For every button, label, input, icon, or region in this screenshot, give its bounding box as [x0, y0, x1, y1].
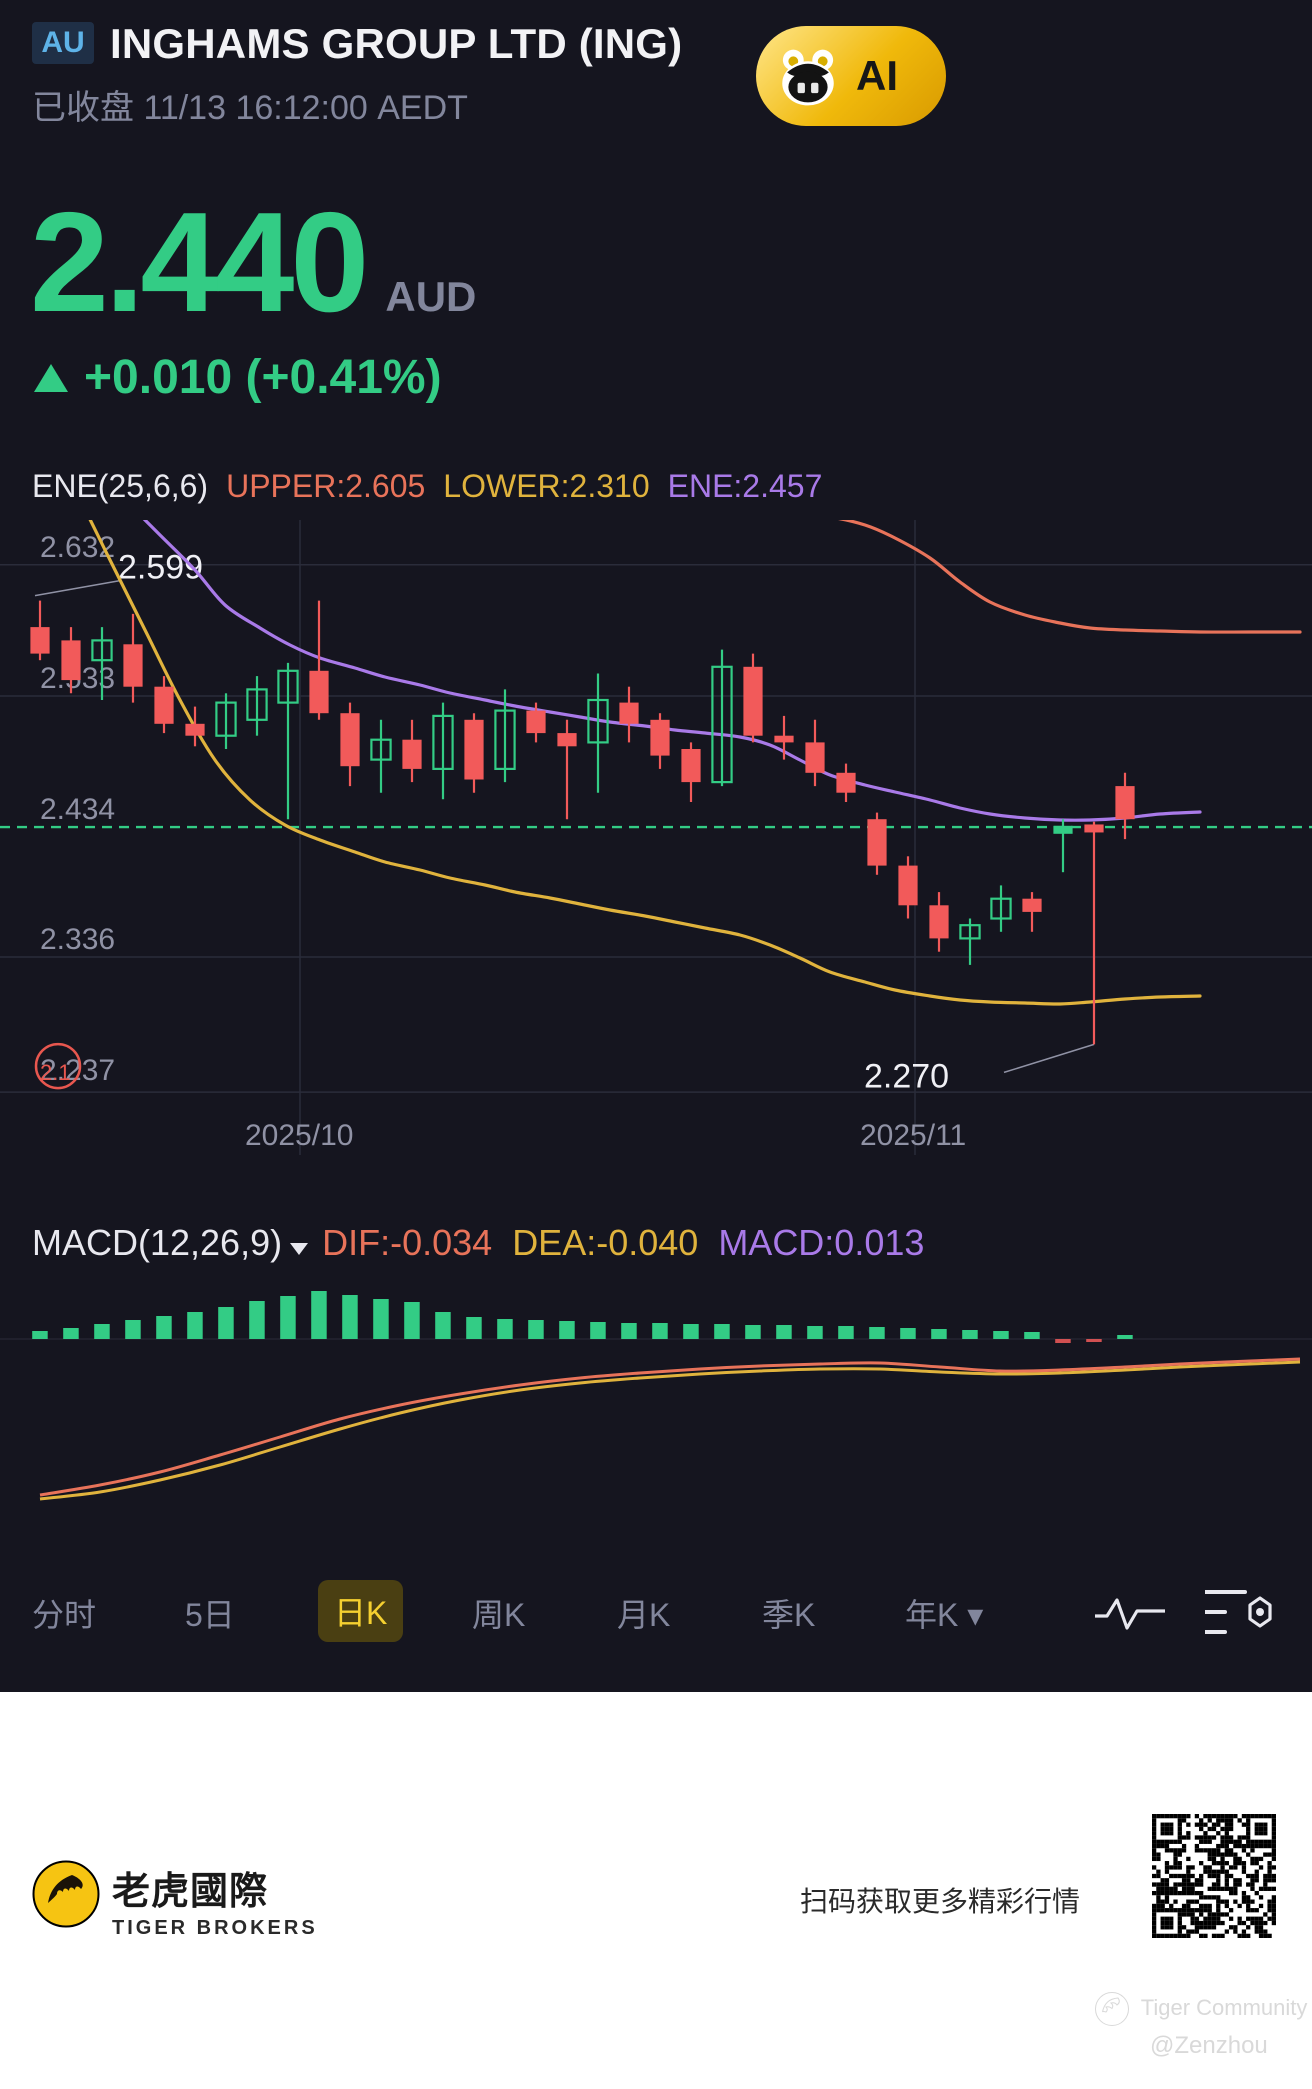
svg-text:2.434: 2.434	[40, 793, 115, 826]
svg-text:2.336: 2.336	[40, 923, 115, 956]
svg-text:2025/10: 2025/10	[245, 1119, 353, 1152]
svg-text:2.1: 2.1	[40, 1060, 71, 1085]
svg-text:2025/11: 2025/11	[860, 1119, 966, 1152]
svg-text:2.270: 2.270	[864, 1057, 949, 1095]
svg-text:2.599: 2.599	[118, 549, 203, 587]
